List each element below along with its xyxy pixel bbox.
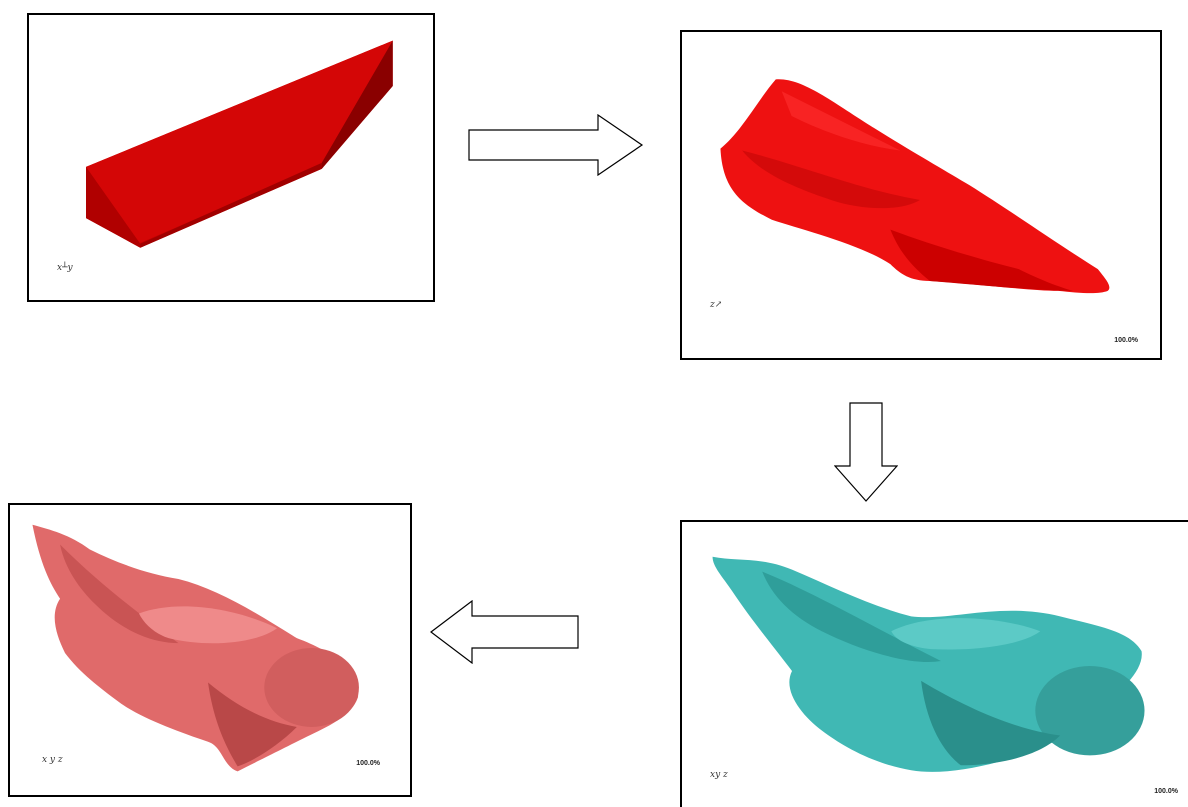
zoom-label: 100.0% xyxy=(1154,788,1178,795)
box-end-face xyxy=(321,40,393,169)
axis-triad-label: x y z xyxy=(42,755,63,765)
pink-shape-bulge xyxy=(138,606,278,644)
red-shape-render xyxy=(720,79,1110,294)
initial-box-render xyxy=(86,40,393,248)
teal-shape-base xyxy=(1035,665,1145,756)
zoom-label: 100.0% xyxy=(1114,337,1138,344)
pink-shape-lower xyxy=(208,682,297,767)
red-shape-lower xyxy=(890,229,1074,291)
pink-shape-render xyxy=(32,524,359,772)
axis-triad-label: z↗ xyxy=(710,300,723,310)
teal-shape-bulge xyxy=(891,618,1041,650)
arrow-left-icon xyxy=(430,600,579,664)
box-top-face-upper xyxy=(86,40,393,244)
pink-shape-ridge xyxy=(60,544,179,644)
red-shape-highlight xyxy=(781,91,901,151)
panel-pink-deformed-shape: x y z 100.0% xyxy=(8,503,412,797)
panel-teal-deformed-shape: xy z 100.0% xyxy=(680,520,1188,807)
panel-initial-box: x┴y xyxy=(27,13,435,302)
arrow-down-icon xyxy=(834,402,898,502)
box-front-face xyxy=(86,166,141,248)
teal-shape-ridge xyxy=(762,571,941,662)
zoom-label: 100.0% xyxy=(356,760,380,767)
red-shape-body xyxy=(720,79,1110,294)
panel-red-deformed-shape: z↗ 100.0% xyxy=(680,30,1162,360)
pink-shape-base xyxy=(264,648,359,727)
pink-shape-body xyxy=(32,524,359,772)
teal-shape-render xyxy=(712,556,1145,772)
axis-triad-label: xy z xyxy=(710,770,728,780)
red-shape-ridge xyxy=(742,150,921,209)
box-side-face xyxy=(140,162,322,248)
teal-shape-lower xyxy=(921,680,1061,766)
arrow-right-icon xyxy=(468,114,644,176)
axis-triad-label: x┴y xyxy=(57,263,73,273)
